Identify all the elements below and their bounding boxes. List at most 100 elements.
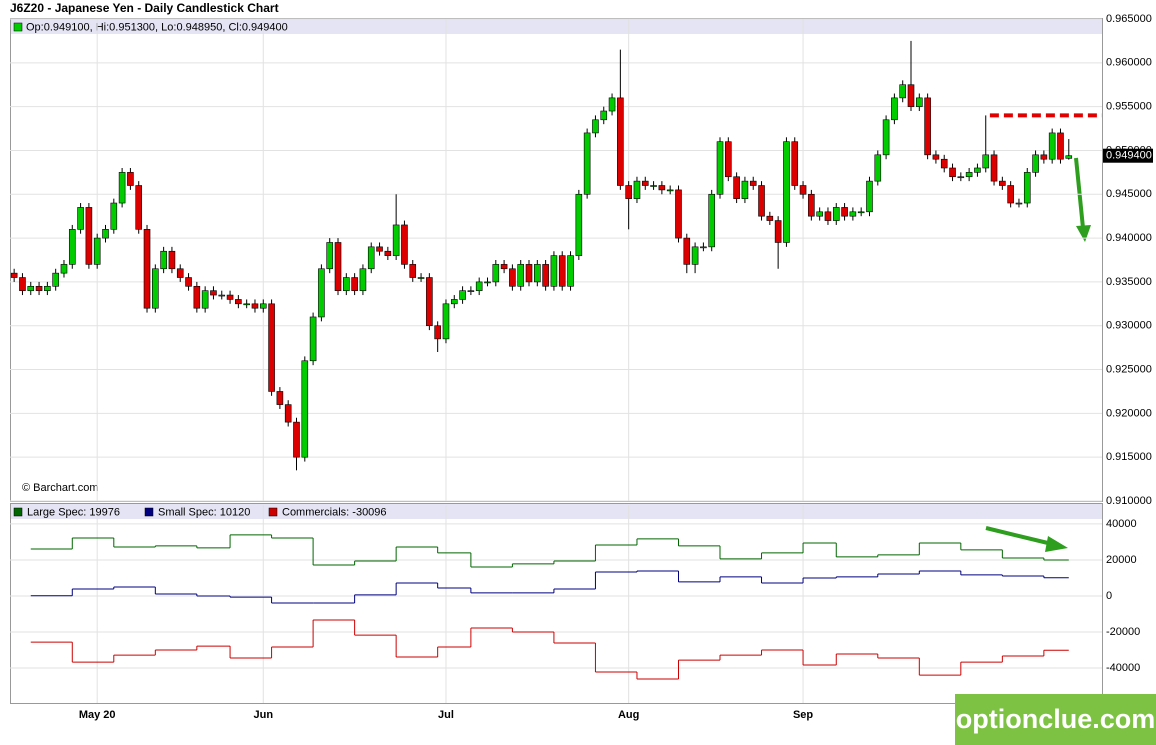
y-tick-label: 0 [1106, 590, 1112, 602]
candle-body [492, 264, 500, 283]
candle-body [68, 229, 76, 265]
legend-strip [11, 19, 1102, 34]
x-tick-label: Aug [618, 709, 639, 721]
candle-body [517, 264, 525, 287]
candle-body [832, 207, 840, 221]
candle-body [210, 290, 217, 296]
legend-label: Commercials: -30096 [282, 506, 387, 518]
candle-body [700, 246, 707, 249]
candle-body [1032, 154, 1039, 173]
y-tick-label: 0.930000 [1106, 320, 1152, 332]
candle-body [1057, 132, 1064, 160]
candle-body [201, 290, 209, 309]
candle-body [168, 250, 176, 270]
y-tick-label: 0.940000 [1106, 232, 1152, 244]
candle-body [567, 255, 574, 287]
candle-body [143, 229, 151, 309]
candle-body [1015, 202, 1023, 205]
x-tick-label: May 20 [79, 709, 116, 721]
candle-body [392, 224, 400, 256]
x-tick-label: Jul [438, 709, 454, 721]
candle-body [550, 255, 558, 287]
candle-body [525, 264, 533, 283]
candle-body [102, 229, 109, 239]
candle-body [467, 290, 475, 292]
y-tick-label: -20000 [1106, 626, 1140, 638]
y-tick-label: 20000 [1106, 554, 1137, 566]
candle-body [284, 404, 292, 423]
y-tick-label: 40000 [1106, 518, 1137, 530]
legend-swatch [268, 507, 278, 517]
candle-body [351, 277, 358, 291]
candle-body [799, 185, 807, 195]
candle-body [268, 303, 275, 392]
y-tick-label: 0.920000 [1106, 407, 1152, 419]
candle-body [259, 303, 267, 309]
legend-strip [11, 504, 1102, 519]
candle-body [475, 281, 483, 291]
candle-body [542, 264, 549, 287]
candle-body [725, 141, 732, 178]
candle-body [749, 180, 757, 186]
candle-body [326, 242, 334, 270]
candle-body [384, 250, 392, 256]
y-tick-label: -40000 [1106, 662, 1140, 674]
x-tick-label: Jun [253, 709, 273, 721]
candle-body [110, 202, 118, 230]
candle-body [932, 154, 940, 160]
last-price-label: 0.949400 [1106, 150, 1152, 162]
candle-body [193, 285, 201, 309]
candle-body [1007, 185, 1014, 204]
candle-body [235, 299, 242, 305]
candle-body [558, 255, 566, 287]
y-tick-label: 0.915000 [1106, 451, 1152, 463]
candle-body [783, 141, 790, 243]
candle-body [1048, 132, 1056, 160]
candle-body [534, 264, 541, 283]
candle-body [19, 277, 26, 291]
ohlc-legend: Op:0.949100, Hi:0.951300, Lo:0.948950, C… [26, 21, 288, 33]
candle-body [741, 180, 749, 199]
candle-body [409, 264, 417, 278]
y-tick-label: 0.910000 [1106, 495, 1152, 507]
candle-body [127, 172, 134, 186]
candle-body [426, 277, 433, 327]
y-tick-label: 0.965000 [1106, 13, 1152, 25]
candle-body [226, 294, 234, 300]
candle-body [758, 185, 765, 217]
candle-body [1065, 155, 1073, 159]
candle-body [417, 277, 425, 279]
legend-label: Large Spec: 19976 [27, 506, 120, 518]
candle-body [509, 268, 516, 287]
candle-body [658, 185, 666, 191]
candle-body [176, 268, 184, 278]
candle-body [334, 242, 342, 291]
y-tick-label: 0.960000 [1106, 57, 1152, 69]
candle-body [459, 290, 466, 300]
candle-body [185, 277, 192, 287]
candle-body [118, 172, 126, 204]
candle-body [60, 264, 68, 274]
candle-body [999, 180, 1006, 186]
candle-body [1040, 154, 1048, 160]
y-tick-label: 0.925000 [1106, 363, 1152, 375]
candle-body [957, 176, 965, 179]
candle-body [44, 285, 51, 291]
candle-body [866, 180, 873, 213]
candle-body [650, 185, 657, 187]
legend-label: Small Spec: 10120 [158, 506, 250, 518]
candle-body [940, 158, 948, 169]
candle-body [359, 268, 367, 291]
candle-body [600, 110, 608, 121]
candle-body [367, 246, 375, 270]
candle-body [135, 185, 143, 230]
candle-body [965, 172, 973, 178]
candle-body [666, 189, 674, 192]
candle-body [874, 154, 882, 182]
y-tick-label: 0.955000 [1106, 101, 1152, 113]
candle-body [841, 207, 848, 217]
candle-body [899, 84, 906, 99]
watermark: optionclue.com [955, 694, 1156, 745]
